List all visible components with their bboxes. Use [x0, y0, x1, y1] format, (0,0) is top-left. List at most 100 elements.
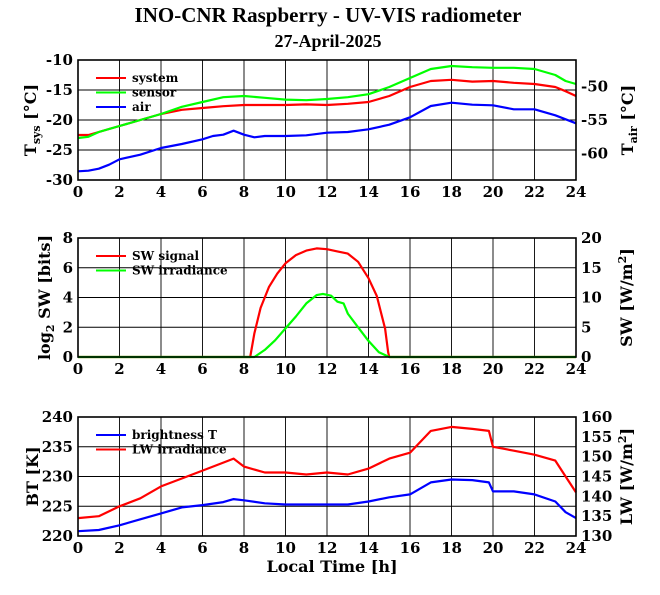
series-line-air: [77, 101, 577, 173]
x-tick-label: 0: [73, 183, 83, 201]
x-tick-label: 24: [566, 360, 587, 378]
y2-label-sub: air: [627, 126, 640, 143]
legend-label: SW signal: [132, 249, 200, 263]
x-tick-label: 0: [73, 539, 83, 557]
y-axis-label-right: LW [W/m2]: [616, 428, 636, 525]
x-tick-label: 16: [400, 183, 421, 201]
y2-tick-label: 155: [581, 428, 612, 446]
x-tick-label: 12: [317, 539, 338, 557]
y2-tick-label: 145: [581, 468, 612, 486]
y2-label-end: ]: [617, 248, 636, 256]
series-line-sensor: [77, 64, 577, 140]
x-tick-label: 8: [239, 360, 249, 378]
legend-label: SW irradiance: [132, 264, 228, 278]
y2-tick-label: 15: [581, 259, 602, 277]
y-label-unit: [°C]: [21, 84, 40, 120]
x-tick-label: 20: [483, 539, 504, 557]
legend-label: air: [132, 100, 151, 114]
y-label-sub: sys: [30, 125, 43, 144]
y-axis-label-right: Tair [°C]: [618, 85, 640, 155]
x-tick-label: 18: [441, 360, 462, 378]
y-tick-label: 8: [63, 229, 73, 247]
y2-tick-label: 135: [581, 507, 612, 525]
plots-group: 0 2 4 6 8 10 12 14 16 18 20 22 24-10-15-20-25-30-50-…: [21, 51, 640, 576]
y-tick-label: 225: [42, 497, 73, 515]
y2-label-sup: 2: [616, 435, 629, 443]
y2-tick-label: -50: [581, 78, 608, 96]
series-line-brightness-t: [77, 478, 577, 533]
y-label-main: log: [35, 332, 54, 360]
x-tick-label: 10: [275, 183, 296, 201]
x-tick-label: 2: [114, 183, 124, 201]
y2-tick-label: 20: [581, 229, 602, 247]
x-tick-label: 14: [358, 183, 379, 201]
y2-tick-label: -60: [581, 144, 608, 162]
y2-label-end: ]: [617, 428, 636, 436]
figure-title: INO-CNR Raspberry - UV-VIS radiometer: [135, 3, 522, 27]
y2-tick-label: 0: [581, 348, 591, 366]
y2-label-main: LW [W/m: [617, 443, 636, 525]
plot-frame: [77, 59, 577, 181]
y-label-unit: SW [bits]: [35, 235, 54, 319]
x-tick-label: 6: [197, 360, 207, 378]
y-tick-label: 0: [63, 348, 73, 366]
series-line-sw-irradiance: [78, 292, 576, 359]
y2-tick-label: 130: [581, 527, 612, 545]
legend-label: sensor: [132, 86, 177, 100]
x-tick-label: 6: [197, 183, 207, 201]
x-tick-label: 10: [275, 539, 296, 557]
x-tick-label: 20: [483, 360, 504, 378]
y-tick-label: 2: [63, 318, 73, 336]
y-tick-label: 4: [63, 289, 73, 307]
x-tick-label: 22: [524, 539, 545, 557]
y-label-main: T: [21, 144, 40, 156]
x-tick-label: 10: [275, 360, 296, 378]
x-tick-label: 6: [197, 539, 207, 557]
y2-label-main: SW [W/m: [617, 263, 636, 346]
plot-panel-3: 0 2 4 6 8 10 12 14 16 18 20 22 242402352302252201601…: [23, 408, 636, 576]
x-tick-label: 0: [73, 360, 83, 378]
y-axis-label-left: Tsys [°C]: [21, 84, 43, 156]
x-tick-label: 4: [156, 360, 166, 378]
y-tick-label: -10: [46, 51, 73, 69]
y-tick-label: -30: [46, 171, 73, 189]
x-tick-label: 8: [239, 539, 249, 557]
y2-label-main: T: [618, 143, 637, 155]
x-tick-label: 8: [239, 183, 249, 201]
y2-tick-label: 160: [581, 408, 612, 426]
x-tick-label: 16: [400, 539, 421, 557]
y-tick-label: 230: [42, 468, 73, 486]
y2-tick-label: 140: [581, 487, 612, 505]
x-tick-label: 24: [566, 539, 587, 557]
y-tick-label: 6: [63, 259, 73, 277]
y-tick-label: 220: [42, 527, 73, 545]
y2-tick-label: 150: [581, 448, 612, 466]
plot-frame: [77, 416, 577, 537]
series-line-lw-irradiance: [77, 425, 577, 520]
x-tick-label: 22: [524, 360, 545, 378]
x-tick-label: 4: [156, 183, 166, 201]
y-axis-label-left: log2 SW [bits]: [35, 235, 57, 360]
plot-panel-1: 0 2 4 6 8 10 12 14 16 18 20 22 24-10-15-20-25-30-50-…: [21, 51, 640, 201]
y-tick-label: -15: [46, 81, 73, 99]
series-line-sw-signal: [78, 247, 576, 359]
plot-frame: [77, 237, 577, 358]
y-tick-label: 235: [42, 438, 73, 456]
y-tick-label: -20: [46, 111, 73, 129]
y2-label-sup: 2: [616, 256, 629, 264]
y-tick-label: 240: [42, 408, 73, 426]
x-tick-label: 12: [317, 360, 338, 378]
x-tick-label: 14: [358, 539, 379, 557]
legend-label: brightness T: [132, 428, 217, 442]
x-tick-label: 18: [441, 539, 462, 557]
x-tick-label: 16: [400, 360, 421, 378]
y-label-main: BT [K]: [23, 446, 42, 506]
x-tick-label: 2: [114, 539, 124, 557]
y-axis-label-right: SW [W/m2]: [616, 248, 636, 347]
y2-tick-label: -55: [581, 111, 608, 129]
legend-label: LW irradiance: [132, 443, 227, 457]
x-tick-label: 18: [441, 183, 462, 201]
legend-label: system: [132, 71, 179, 85]
